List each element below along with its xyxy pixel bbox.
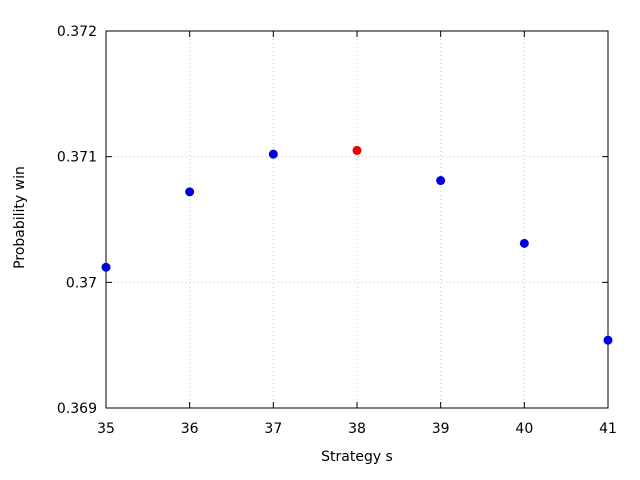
y-tick-label: 0.372 — [57, 24, 97, 40]
y-axis-label: Probability win — [12, 166, 28, 269]
data-point — [519, 238, 529, 248]
x-tick-label: 41 — [599, 421, 617, 437]
x-axis-label: Strategy s — [321, 449, 393, 465]
grid-lines — [106, 31, 608, 408]
data-point — [101, 262, 111, 272]
x-tick-label: 35 — [97, 421, 115, 437]
data-point — [352, 145, 362, 155]
y-axis: 0.369 0.37 0.371 0.372 — [57, 24, 608, 417]
data-point — [603, 335, 613, 345]
data-points — [101, 145, 613, 345]
y-tick-label: 0.37 — [66, 275, 97, 291]
x-axis: 35 36 37 38 39 40 41 — [97, 31, 617, 437]
x-tick-label: 38 — [348, 421, 366, 437]
y-tick-label: 0.369 — [57, 401, 97, 417]
y-tick-label: 0.371 — [57, 150, 97, 166]
x-tick-label: 40 — [515, 421, 533, 437]
x-tick-label: 37 — [264, 421, 282, 437]
data-point — [436, 176, 446, 186]
x-tick-label: 39 — [432, 421, 450, 437]
data-point — [185, 187, 195, 197]
x-tick-label: 36 — [181, 421, 199, 437]
data-point — [268, 149, 278, 159]
